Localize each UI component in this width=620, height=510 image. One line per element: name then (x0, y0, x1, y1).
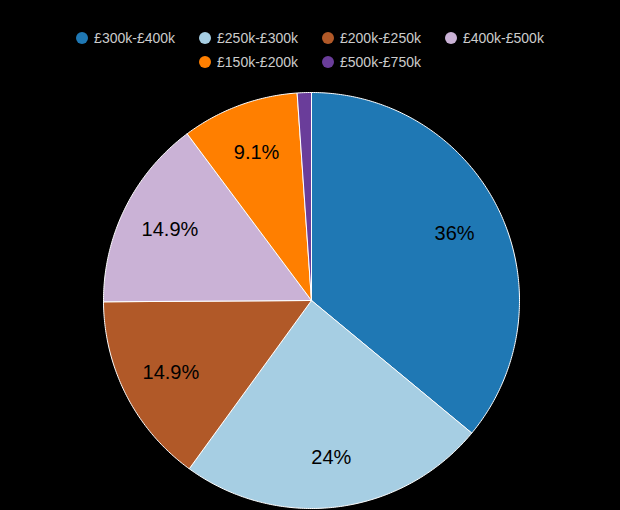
svg-text:36%: 36% (435, 222, 475, 244)
html-text:£150k-£200k: £150k-£200k (217, 54, 298, 70)
html-text:£250k-£300k: £250k-£300k (217, 30, 298, 46)
svg-text:24%: 24% (311, 446, 351, 468)
svg-text:14.9%: 14.9% (142, 218, 199, 240)
html-text:£300k-£400k: £300k-£400k (94, 30, 175, 46)
svg-text:14.9%: 14.9% (143, 361, 200, 383)
html-text:£500k-£750k: £500k-£750k (340, 54, 421, 70)
svg-text:9.1%: 9.1% (234, 141, 280, 163)
html-text:£400k-£500k: £400k-£500k (463, 30, 544, 46)
html-text:£200k-£250k: £200k-£250k (340, 30, 421, 46)
